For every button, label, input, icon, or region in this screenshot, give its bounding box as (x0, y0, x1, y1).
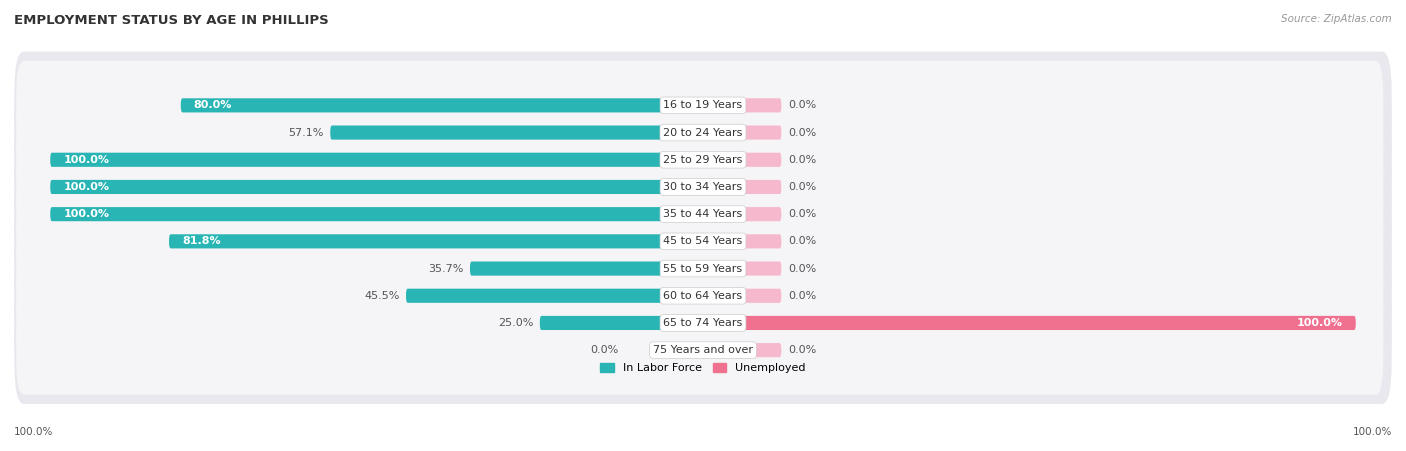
FancyBboxPatch shape (17, 88, 1384, 177)
FancyBboxPatch shape (540, 316, 703, 330)
Legend: In Labor Force, Unemployed: In Labor Force, Unemployed (596, 358, 810, 377)
Text: 0.0%: 0.0% (787, 182, 815, 192)
FancyBboxPatch shape (17, 197, 1384, 286)
Text: Source: ZipAtlas.com: Source: ZipAtlas.com (1281, 14, 1392, 23)
FancyBboxPatch shape (703, 125, 782, 140)
FancyBboxPatch shape (14, 51, 1392, 159)
FancyBboxPatch shape (14, 133, 1392, 241)
Text: 100.0%: 100.0% (63, 155, 110, 165)
Text: 0.0%: 0.0% (787, 128, 815, 138)
FancyBboxPatch shape (406, 289, 703, 303)
FancyBboxPatch shape (703, 343, 782, 357)
Text: 16 to 19 Years: 16 to 19 Years (664, 101, 742, 110)
Text: 30 to 34 Years: 30 to 34 Years (664, 182, 742, 192)
FancyBboxPatch shape (470, 262, 703, 276)
Text: 100.0%: 100.0% (63, 182, 110, 192)
Text: 57.1%: 57.1% (288, 128, 323, 138)
FancyBboxPatch shape (14, 215, 1392, 322)
FancyBboxPatch shape (17, 143, 1384, 231)
FancyBboxPatch shape (703, 234, 782, 249)
FancyBboxPatch shape (17, 278, 1384, 368)
FancyBboxPatch shape (703, 207, 782, 221)
Text: 100.0%: 100.0% (1296, 318, 1343, 328)
Text: 0.0%: 0.0% (591, 345, 619, 355)
Text: 100.0%: 100.0% (1353, 428, 1392, 437)
FancyBboxPatch shape (17, 305, 1384, 395)
FancyBboxPatch shape (14, 296, 1392, 404)
FancyBboxPatch shape (703, 98, 782, 112)
FancyBboxPatch shape (169, 234, 703, 249)
FancyBboxPatch shape (14, 79, 1392, 186)
Text: 35 to 44 Years: 35 to 44 Years (664, 209, 742, 219)
FancyBboxPatch shape (330, 125, 703, 140)
FancyBboxPatch shape (703, 316, 1355, 330)
FancyBboxPatch shape (703, 262, 782, 276)
Text: 0.0%: 0.0% (787, 291, 815, 301)
FancyBboxPatch shape (703, 289, 782, 303)
FancyBboxPatch shape (14, 160, 1392, 268)
Text: 25.0%: 25.0% (498, 318, 533, 328)
FancyBboxPatch shape (17, 115, 1384, 204)
FancyBboxPatch shape (51, 153, 703, 167)
Text: 100.0%: 100.0% (63, 209, 110, 219)
FancyBboxPatch shape (14, 106, 1392, 214)
Text: 20 to 24 Years: 20 to 24 Years (664, 128, 742, 138)
FancyBboxPatch shape (17, 170, 1384, 259)
Text: 55 to 59 Years: 55 to 59 Years (664, 263, 742, 274)
Text: EMPLOYMENT STATUS BY AGE IN PHILLIPS: EMPLOYMENT STATUS BY AGE IN PHILLIPS (14, 14, 329, 27)
Text: 100.0%: 100.0% (14, 428, 53, 437)
Text: 35.7%: 35.7% (427, 263, 464, 274)
Text: 60 to 64 Years: 60 to 64 Years (664, 291, 742, 301)
FancyBboxPatch shape (703, 153, 782, 167)
Text: 75 Years and over: 75 Years and over (652, 345, 754, 355)
FancyBboxPatch shape (703, 180, 782, 194)
Text: 0.0%: 0.0% (787, 155, 815, 165)
Text: 45.5%: 45.5% (364, 291, 399, 301)
Text: 65 to 74 Years: 65 to 74 Years (664, 318, 742, 328)
Text: 0.0%: 0.0% (787, 263, 815, 274)
FancyBboxPatch shape (17, 61, 1384, 150)
Text: 0.0%: 0.0% (787, 209, 815, 219)
Text: 25 to 29 Years: 25 to 29 Years (664, 155, 742, 165)
Text: 0.0%: 0.0% (787, 236, 815, 246)
FancyBboxPatch shape (181, 98, 703, 112)
Text: 0.0%: 0.0% (787, 345, 815, 355)
Text: 81.8%: 81.8% (183, 236, 221, 246)
FancyBboxPatch shape (17, 251, 1384, 341)
Text: 0.0%: 0.0% (787, 101, 815, 110)
FancyBboxPatch shape (51, 207, 703, 221)
FancyBboxPatch shape (51, 180, 703, 194)
Text: 45 to 54 Years: 45 to 54 Years (664, 236, 742, 246)
Text: 80.0%: 80.0% (194, 101, 232, 110)
FancyBboxPatch shape (14, 188, 1392, 295)
FancyBboxPatch shape (14, 242, 1392, 350)
FancyBboxPatch shape (17, 224, 1384, 313)
FancyBboxPatch shape (14, 269, 1392, 377)
